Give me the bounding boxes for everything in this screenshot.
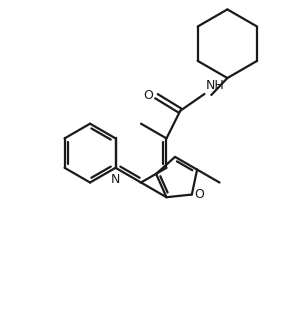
Text: N: N [111, 173, 120, 186]
Text: O: O [194, 188, 204, 201]
Text: O: O [144, 89, 154, 102]
Text: NH: NH [205, 79, 224, 92]
